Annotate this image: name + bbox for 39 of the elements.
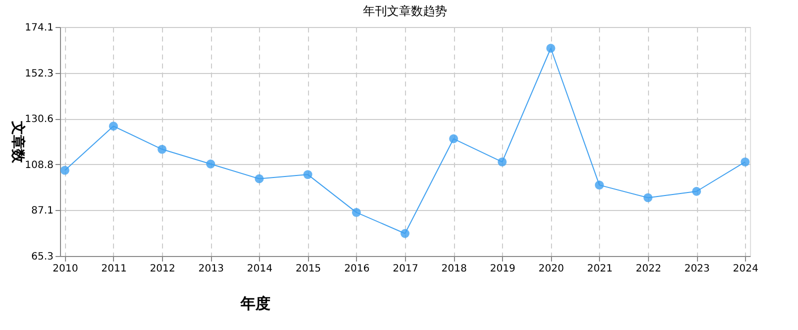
x-tick-label: 2011: [101, 264, 127, 274]
y-tick-label: 152.3: [24, 68, 54, 80]
x-tick-label: 2015: [296, 264, 322, 274]
point: [60, 166, 70, 175]
point: [158, 144, 167, 154]
x-tick-label: 2024: [732, 264, 758, 274]
point: [400, 229, 410, 238]
x-tick-label: 2020: [538, 264, 564, 274]
point: [206, 160, 216, 168]
chart-title: 年刊文章数趋势: [363, 4, 447, 18]
point: [352, 208, 361, 217]
x-tick-label: 2016: [344, 264, 370, 274]
point: [498, 157, 507, 166]
x-tick-label: 2022: [636, 264, 662, 274]
y-tick-label: 130.6: [24, 114, 54, 126]
point: [546, 44, 556, 53]
x-tick-label: 2014: [247, 264, 272, 274]
y-tick-label: 87.1: [31, 206, 54, 217]
x-tick-label: 2021: [587, 264, 613, 274]
point: [449, 134, 458, 144]
x-tick-label: 2012: [150, 264, 176, 274]
x-tick-label: 2019: [490, 264, 516, 274]
y-axis-title: 文章数: [10, 120, 26, 164]
y-tick-label: 65.3: [31, 252, 54, 262]
x-tick-label: 2018: [441, 264, 467, 274]
y-tick-label: 174.1: [24, 22, 54, 34]
x-tick-label: 2010: [52, 264, 78, 274]
point: [594, 180, 604, 190]
point: [108, 122, 118, 131]
point: [692, 186, 702, 196]
point: [643, 193, 652, 202]
point: [254, 174, 264, 184]
x-axis-title: 年度: [240, 294, 270, 312]
x-tick-label: 2013: [198, 264, 224, 274]
y-tick-label: 108.8: [24, 160, 54, 171]
x-tick-label: 2017: [392, 264, 418, 274]
point: [303, 170, 312, 180]
point: [740, 157, 750, 166]
x-tick-label: 2023: [684, 264, 710, 274]
